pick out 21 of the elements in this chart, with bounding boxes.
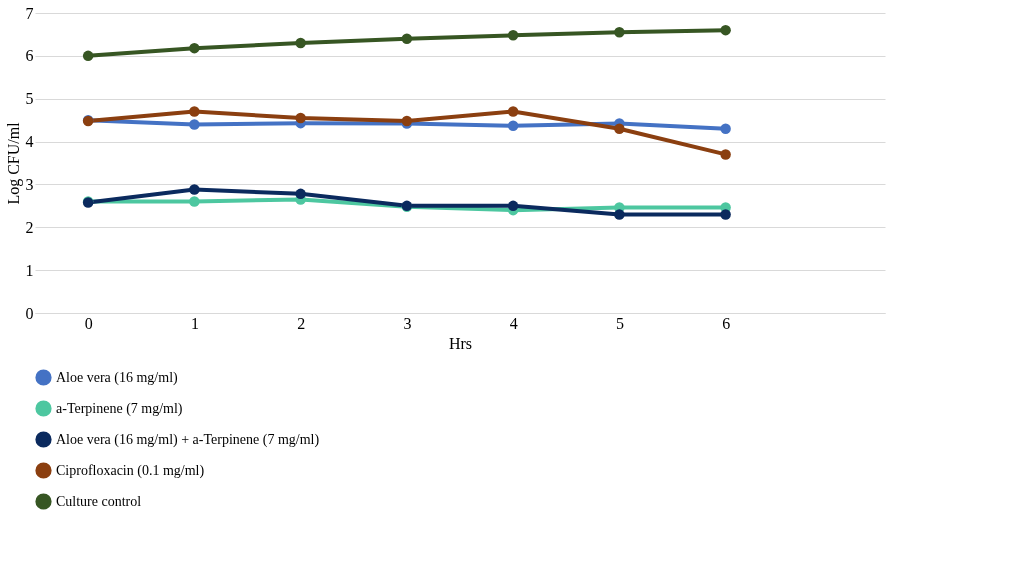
y-tick-label: 2: [25, 218, 34, 236]
x-tick-label: 5: [615, 314, 624, 332]
x-tick-label: 0: [84, 314, 93, 332]
x-tick-label: 1: [190, 314, 199, 332]
legend-label: Ciprofloxacin (0.1 mg/ml): [56, 462, 205, 479]
y-tick-label: 3: [25, 175, 34, 193]
x-axis-title: Hrs: [448, 334, 473, 352]
x-tick-label: 6: [722, 314, 731, 332]
legend-label: a-Terpinene (7 mg/ml): [56, 400, 183, 417]
y-tick-label: 7: [25, 4, 34, 22]
legend-label: Culture control: [56, 493, 142, 509]
y-axis-title: Log CFU/ml: [4, 121, 23, 205]
x-tick-label: 3: [403, 314, 412, 332]
y-tick-label: 6: [25, 47, 34, 65]
legend-label: Aloe vera (16 mg/ml): [56, 369, 179, 386]
x-tick-label: 4: [509, 314, 518, 332]
y-tick-label: 1: [25, 261, 34, 279]
y-tick-label: 5: [25, 90, 34, 108]
legend-label: Aloe vera (16 mg/ml) + a-Terpinene (7 mg/ml): [56, 431, 320, 448]
x-tick-label: 2: [297, 314, 306, 332]
y-tick-label: 4: [25, 133, 34, 151]
